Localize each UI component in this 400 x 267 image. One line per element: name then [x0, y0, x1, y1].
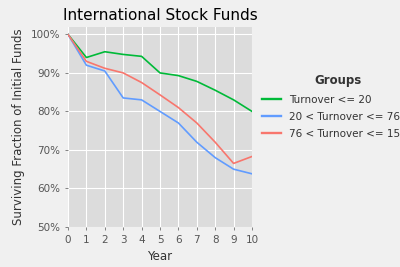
20 < Turnover <= 76: [176, 121, 181, 125]
20 < Turnover <= 76: [250, 172, 254, 175]
76 < Turnover <= 1579: [194, 121, 199, 125]
Turnover <= 20: [102, 50, 107, 53]
76 < Turnover <= 1579: [213, 141, 218, 144]
Turnover <= 20: [66, 33, 70, 36]
Turnover <= 20: [250, 110, 254, 113]
20 < Turnover <= 76: [84, 64, 89, 67]
Turnover <= 20: [121, 53, 126, 56]
Line: 76 < Turnover <= 1579: 76 < Turnover <= 1579: [68, 34, 252, 163]
76 < Turnover <= 1579: [84, 60, 89, 63]
76 < Turnover <= 1579: [139, 81, 144, 84]
Line: Turnover <= 20: Turnover <= 20: [68, 34, 252, 111]
76 < Turnover <= 1579: [121, 71, 126, 74]
76 < Turnover <= 1579: [66, 33, 70, 36]
Y-axis label: Surviving Fraction of Initial Funds: Surviving Fraction of Initial Funds: [12, 29, 25, 225]
Turnover <= 20: [213, 89, 218, 92]
20 < Turnover <= 76: [66, 33, 70, 36]
Turnover <= 20: [158, 71, 162, 74]
76 < Turnover <= 1579: [102, 67, 107, 70]
20 < Turnover <= 76: [102, 69, 107, 73]
Line: 20 < Turnover <= 76: 20 < Turnover <= 76: [68, 34, 252, 174]
Turnover <= 20: [231, 98, 236, 101]
Title: International Stock Funds: International Stock Funds: [63, 8, 257, 23]
20 < Turnover <= 76: [139, 98, 144, 101]
20 < Turnover <= 76: [213, 156, 218, 159]
76 < Turnover <= 1579: [250, 155, 254, 158]
Legend: Turnover <= 20, 20 < Turnover <= 76, 76 < Turnover <= 1579: Turnover <= 20, 20 < Turnover <= 76, 76 …: [259, 71, 400, 142]
Turnover <= 20: [176, 74, 181, 77]
20 < Turnover <= 76: [194, 141, 199, 144]
76 < Turnover <= 1579: [231, 162, 236, 165]
Turnover <= 20: [139, 55, 144, 58]
Turnover <= 20: [84, 56, 89, 59]
20 < Turnover <= 76: [158, 110, 162, 113]
X-axis label: Year: Year: [148, 250, 172, 263]
20 < Turnover <= 76: [231, 168, 236, 171]
20 < Turnover <= 76: [121, 96, 126, 100]
76 < Turnover <= 1579: [176, 106, 181, 109]
Turnover <= 20: [194, 80, 199, 83]
76 < Turnover <= 1579: [158, 93, 162, 96]
